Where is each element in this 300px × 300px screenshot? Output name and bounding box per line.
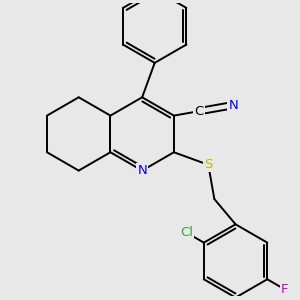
Text: S: S (204, 158, 212, 171)
Text: Cl: Cl (180, 226, 193, 239)
Text: N: N (229, 99, 238, 112)
Text: C: C (194, 105, 204, 118)
Text: N: N (137, 164, 147, 177)
Text: F: F (281, 283, 289, 296)
